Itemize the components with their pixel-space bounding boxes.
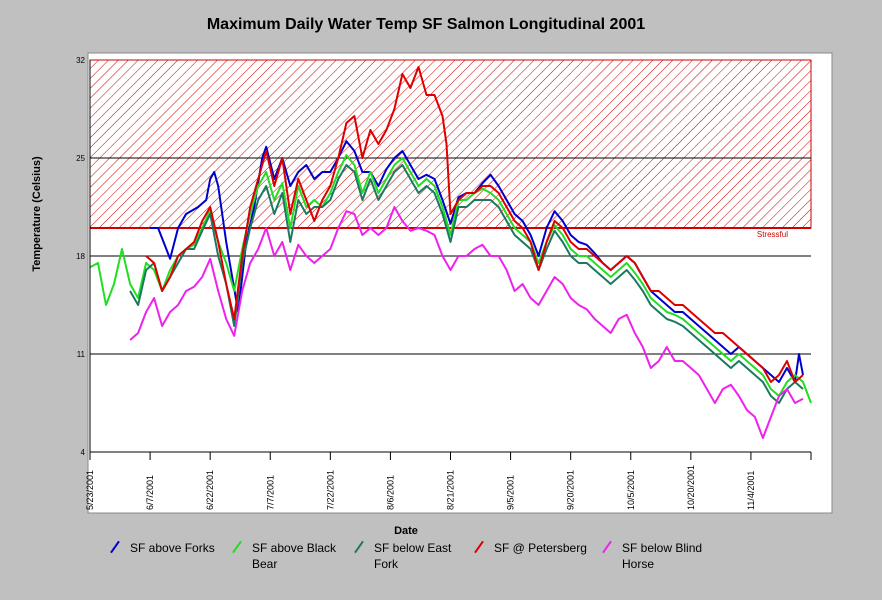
y-axis-label: Temperature (Celsius) [31,156,43,272]
legend-swatch [354,540,364,554]
x-tick-label: 11/4/2001 [746,471,756,510]
x-tick-label: 8/6/2001 [385,475,395,510]
x-tick-label: 9/5/2001 [506,475,516,510]
x-tick-label: 10/5/2001 [626,470,636,510]
axis-layer: 4 11 18 25 32 5/23/2001 6/7/2001 6/22/2001 7/7/2… [76,56,812,510]
legend-swatch [602,540,612,554]
legend-label: SF above Forks [130,541,215,555]
x-axis-label: Date [394,525,418,537]
x-tick-label: 6/22/2001 [205,470,215,510]
x-tick-label: 7/22/2001 [325,470,335,510]
x-tick-label: 7/7/2001 [265,475,275,510]
chart-title: Maximum Daily Water Temp SF Salmon Longi… [206,16,646,33]
y-tick-label: 11 [77,350,86,359]
series-line-4 [145,66,804,383]
legend-swatch [110,540,120,554]
legend-label: SF below East Fork [374,541,452,571]
legend: SF above Forks SF above Black Bear SF belo… [100,540,820,580]
x-tick-label: 5/23/2001 [85,470,95,510]
x-tick-label: 10/20/2001 [686,465,696,510]
legend-label: SF @ Petersberg [494,541,587,555]
y-tick-label: 18 [76,252,85,261]
series-layer [89,66,812,439]
y-tick-label: 25 [76,154,85,163]
series-line-5 [129,206,804,439]
legend-swatch [474,540,484,554]
legend-label: SF below Blind Horse [622,541,703,571]
legend-label: SF above Black Bear [252,541,337,571]
y-tick-label: 32 [76,56,85,65]
x-tick-label: 6/7/2001 [145,475,155,510]
stressful-label: Stressful [757,230,788,239]
y-tick-label: 4 [81,448,86,457]
x-tick-label: 9/20/2001 [566,470,576,510]
x-tick-label: 8/21/2001 [446,470,456,510]
legend-swatch [232,540,242,554]
